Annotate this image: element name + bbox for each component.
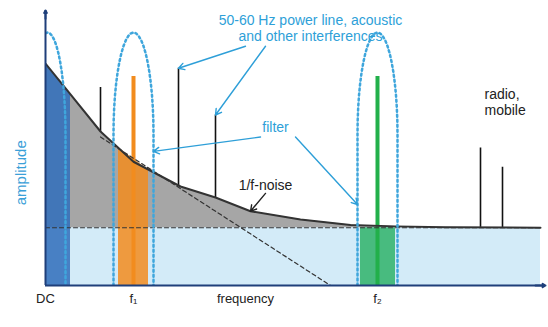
svg-text:DC: DC: [36, 291, 55, 306]
svg-text:f₁: f₁: [130, 291, 139, 306]
svg-text:f₂: f₂: [373, 291, 382, 306]
svg-text:radio,mobile: radio,mobile: [485, 86, 526, 118]
svg-text:amplitude: amplitude: [12, 140, 29, 205]
svg-text:1/f-noise: 1/f-noise: [239, 177, 293, 193]
svg-text:frequency: frequency: [217, 291, 275, 306]
svg-text:filter: filter: [262, 119, 289, 135]
svg-text:50-60 Hz power line, acoustica: 50-60 Hz power line, acousticand other i…: [219, 12, 403, 44]
